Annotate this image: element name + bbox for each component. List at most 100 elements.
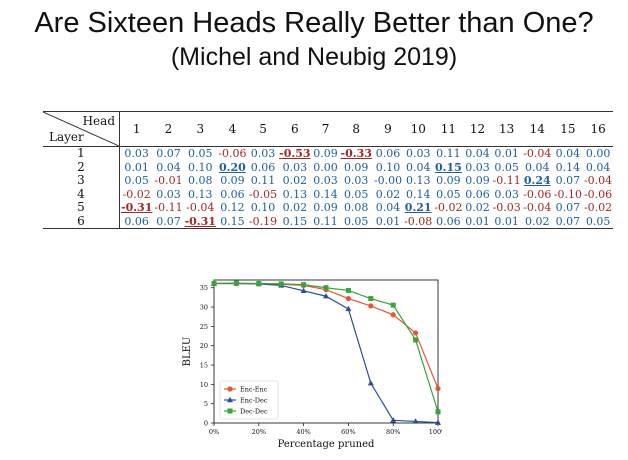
legend-box	[219, 380, 279, 420]
column-header-head-15: 15	[560, 122, 576, 136]
slide-subtitle: (Michel and Neubig 2019)	[170, 43, 458, 71]
x-tick-label: 80%	[386, 428, 400, 436]
table-cell: 0.00	[582, 146, 614, 161]
table-cell: 0.11	[250, 174, 276, 187]
table-cell: 0.14	[313, 187, 338, 201]
bleu-chart: 0 5 10 15 20 25 30 35 0% 20% 40% 60% 80% 100% Percenta…	[178, 272, 447, 454]
table-cell: -0.04	[523, 201, 552, 214]
column-header-head-10: 10	[410, 122, 426, 136]
row-header-layer: 1	[43, 146, 120, 161]
data-point-dec-dec	[345, 287, 351, 293]
data-point-enc-enc	[227, 386, 233, 392]
table-cell: 0.09	[311, 146, 340, 161]
row-header-layer: 5	[43, 200, 120, 215]
table-corner-cell: Head Layer	[43, 111, 120, 147]
table-cell: 0.05	[436, 187, 461, 201]
data-point-dec-dec	[227, 408, 233, 414]
data-point-enc-enc	[368, 303, 374, 309]
column-header-head-12: 12	[469, 122, 486, 136]
data-point-enc-enc	[435, 386, 441, 392]
column-header-head-13: 13	[499, 122, 515, 136]
table-cell: 0.03	[247, 146, 279, 161]
table-cell: 0.12	[220, 201, 245, 214]
data-point-enc-dec	[367, 379, 374, 386]
table-cell: -0.33	[339, 146, 373, 161]
table-cell: 0.05	[183, 146, 217, 161]
table-cell: 0.06	[250, 160, 276, 174]
table-cell: 0.09	[343, 160, 369, 174]
table-cell: -0.04	[186, 201, 215, 214]
column-header-head-14: 14	[529, 122, 545, 136]
column-header-head-11: 11	[440, 122, 457, 136]
data-point-dec-dec	[233, 280, 239, 286]
column-header-head-1: 1	[132, 122, 141, 136]
table-cell: 0.14	[555, 160, 581, 174]
table-cell: 0.03	[343, 174, 369, 187]
data-point-enc-dec	[300, 287, 307, 294]
table-cell: 0.07	[555, 201, 581, 214]
column-header-head-5: 5	[259, 122, 267, 136]
data-point-enc-dec	[227, 396, 233, 403]
table-cell: 0.20	[219, 160, 246, 174]
table-cell: 0.24	[523, 174, 551, 187]
table-cell: 0.01	[372, 214, 404, 229]
row-header-layer: 6	[43, 214, 120, 229]
row-header-layer: 3	[43, 173, 120, 188]
table-cell: 0.05	[582, 214, 614, 229]
column-header-head-6: 6	[291, 122, 299, 136]
legend-label-enc-dec: Enc-Dec	[240, 397, 268, 405]
table-cell: -0.03	[492, 201, 521, 214]
table-cell: -0.06	[216, 146, 248, 161]
table-cell: -0.31	[121, 201, 153, 214]
table-cell: -0.06	[583, 187, 613, 201]
table-row: 6 0.06 0.07 -0.31 0.15 -0.19 0.15 0.11 0.05 0.01-…	[43, 214, 614, 229]
table-cell: -0.00	[373, 174, 403, 187]
table-cell: 0.08	[343, 201, 369, 214]
table-cell: -0.01	[154, 174, 183, 187]
table-header-row: Head Layer 1 2 3 4 5 6 7 8 9 10 11 12 13 14 15 16	[43, 111, 614, 147]
table-cell: 0.21	[404, 201, 432, 214]
x-tick-label: 0%	[209, 428, 219, 436]
table-cell: -0.10	[553, 187, 582, 201]
column-header-head-8: 8	[352, 122, 361, 136]
data-point-dec-dec	[435, 409, 441, 415]
table-cell: 0.11	[433, 146, 464, 161]
table-cell: 0.03	[156, 187, 181, 201]
y-tick-label: 5	[204, 400, 208, 408]
table-cell: -0.06	[523, 187, 552, 201]
data-point-dec-dec	[390, 302, 396, 308]
row-header-layer: 4	[43, 187, 120, 201]
data-point-dec-dec	[413, 337, 419, 343]
table-cell: 0.04	[375, 201, 401, 214]
y-tick-label: 0	[204, 420, 208, 428]
table-cell: 0.09	[220, 174, 245, 187]
table-cell: 0.06	[465, 187, 490, 201]
table-cell: 0.04	[463, 146, 492, 161]
head-axis-label: Head	[82, 114, 115, 128]
table-cell: -0.04	[583, 174, 613, 187]
table-cell: -0.04	[521, 146, 553, 161]
table-cell: 0.06	[372, 146, 404, 161]
table-cell: 0.09	[313, 201, 338, 214]
table-cell: 0.01	[124, 160, 149, 174]
table-row: 4 -0.02 0.03 0.13 0.06 -0.05 0.13 0.14 0.05 0.02 0…	[43, 187, 613, 201]
table-cell: 0.13	[282, 187, 308, 201]
table-cell: 0.01	[463, 214, 492, 229]
table-cell: 0.15	[278, 214, 312, 229]
table-cell: 0.02	[375, 187, 401, 201]
table-cell: 0.01	[491, 146, 522, 161]
table-cell: 0.10	[188, 160, 213, 174]
legend-label-dec-dec: Dec-Dec	[240, 408, 268, 416]
y-axis-label: BLEU	[182, 337, 193, 367]
table-cell: 0.07	[153, 214, 184, 229]
corner-diagonal-line	[43, 112, 119, 146]
table-cell: 0.04	[405, 160, 431, 174]
table-cell: 0.15	[216, 214, 248, 229]
table-cell: 0.03	[494, 187, 519, 201]
column-header-head-2: 2	[164, 122, 173, 136]
table-cell: 0.06	[220, 187, 245, 201]
data-point-dec-dec	[211, 280, 217, 286]
y-tick-label: 25	[200, 323, 208, 331]
x-tick-label: 60%	[341, 428, 355, 436]
data-point-enc-enc	[390, 312, 396, 318]
